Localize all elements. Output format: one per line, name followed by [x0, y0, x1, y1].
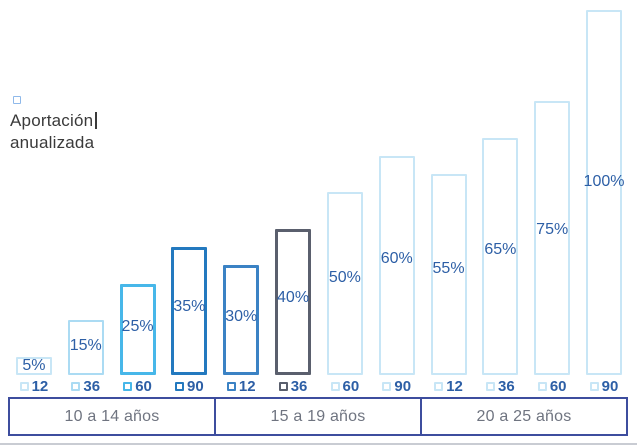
tick-checkbox-icon[interactable] [123, 381, 133, 391]
tick-label: 12 [31, 377, 49, 395]
bar-value-label: 50% [328, 269, 361, 287]
bar-20-a-25-años-90[interactable]: 100% [583, 10, 625, 375]
tick: 36 [71, 377, 101, 395]
bar-10-a-14-años-36[interactable]: 15% [67, 320, 104, 375]
tick-label: 36 [83, 377, 101, 395]
tick: 60 [537, 377, 567, 395]
bar-column: 100% 90 [578, 10, 630, 395]
tick-checkbox-icon[interactable] [330, 381, 340, 391]
bar-column: 30% 12 [215, 10, 267, 395]
bar-value-label: 60% [380, 250, 413, 268]
bar-value-label: 15% [69, 336, 102, 354]
tick-checkbox-icon[interactable] [382, 381, 392, 391]
legend: Aportación anualizada [10, 96, 97, 154]
bar-value-label: 35% [173, 298, 206, 316]
legend-checkbox-icon[interactable] [13, 96, 21, 104]
bar-value-label: 65% [484, 240, 517, 258]
bar-20-a-25-años-60[interactable]: 75% [534, 101, 571, 375]
tick-checkbox-icon[interactable] [175, 381, 185, 391]
age-group-10-14[interactable]: 10 a 14 años [64, 407, 160, 425]
legend-line2: anualizada [10, 133, 95, 152]
bars-row: 5% 12 15% 36 25% 60 35% 90 30% 12 40% 36 50% 60 60% 90 5… [8, 10, 630, 395]
legend-label[interactable]: Aportación anualizada [10, 110, 97, 154]
tick-label: 36 [498, 377, 515, 395]
tick: 12 [226, 377, 256, 395]
bar-20-a-25-años-36[interactable]: 65% [482, 138, 519, 375]
bar-value-label: 75% [536, 220, 569, 238]
bar-value-label: 55% [432, 259, 465, 277]
bar-value-label: 30% [225, 307, 258, 325]
bar-10-a-14-años-60[interactable]: 25% [119, 284, 156, 375]
bar-20-a-25-años-12[interactable]: 55% [430, 174, 467, 375]
age-group-axis: 10 a 14 años 15 a 19 años 20 a 25 años [8, 397, 628, 436]
tick: 36 [486, 377, 515, 395]
tick: 60 [123, 377, 152, 395]
tick-label: 60 [342, 377, 360, 395]
bar-column: 15% 36 [60, 10, 112, 395]
bar-value-label: 5% [22, 356, 46, 374]
bar-column: 50% 60 [319, 10, 371, 395]
tick: 60 [330, 377, 360, 395]
tick-checkbox-icon[interactable] [71, 381, 81, 391]
tick: 90 [382, 377, 412, 395]
bar-column: 65% 36 [474, 10, 526, 395]
tick-label: 36 [290, 377, 308, 395]
tick-checkbox-icon[interactable] [486, 381, 496, 391]
tick-label: 12 [238, 377, 256, 395]
tick-label: 12 [446, 377, 463, 395]
tick-checkbox-icon[interactable] [19, 381, 29, 391]
tick-checkbox-icon[interactable] [434, 381, 444, 391]
bar-column: 60% 90 [371, 10, 423, 395]
tick: 36 [278, 377, 308, 395]
tick-label: 60 [135, 377, 152, 395]
bar-10-a-14-años-12[interactable]: 5% [15, 356, 52, 375]
text-cursor-icon [95, 112, 97, 129]
tick: 90 [175, 377, 204, 395]
bar-value-label: 25% [121, 317, 154, 335]
tick-checkbox-icon[interactable] [537, 381, 547, 391]
tick-checkbox-icon[interactable] [589, 381, 599, 391]
tick: 90 [589, 377, 619, 395]
bar-column: 75% 60 [526, 10, 578, 395]
age-group-20-25[interactable]: 20 a 25 años [420, 399, 626, 434]
legend-line1: Aportación [10, 111, 94, 130]
bar-15-a-19-años-90[interactable]: 60% [378, 156, 415, 375]
bar-column: 55% 12 [423, 10, 475, 395]
bar-column: 35% 90 [163, 10, 215, 395]
bottom-divider [0, 443, 637, 445]
tick-label: 90 [394, 377, 412, 395]
tick: 12 [434, 377, 463, 395]
bar-15-a-19-años-12[interactable]: 30% [223, 265, 260, 375]
bar-column: 40% 36 [267, 10, 319, 395]
age-group-15-19[interactable]: 15 a 19 años [214, 399, 420, 434]
bar-column: 25% 60 [112, 10, 164, 395]
bar-15-a-19-años-60[interactable]: 50% [326, 192, 363, 375]
tick-label: 90 [187, 377, 204, 395]
bar-10-a-14-años-90[interactable]: 35% [171, 247, 208, 375]
bar-value-label: 100% [583, 172, 625, 190]
tick-label: 90 [601, 377, 619, 395]
bar-value-label: 40% [277, 288, 310, 306]
tick-checkbox-icon[interactable] [226, 381, 236, 391]
tick-label: 60 [549, 377, 567, 395]
bar-column: 5% 12 [8, 10, 60, 395]
tick-checkbox-icon[interactable] [278, 381, 288, 391]
tick: 12 [19, 377, 49, 395]
bar-15-a-19-años-36[interactable]: 40% [275, 229, 312, 375]
